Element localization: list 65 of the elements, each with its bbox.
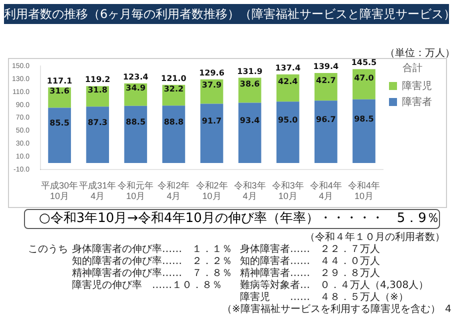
bar — [314, 73, 338, 101]
bar — [276, 102, 300, 163]
x-tick-label: 令和3年10月 — [272, 180, 304, 202]
total-label: 117.1 — [46, 76, 73, 86]
bar — [352, 99, 376, 163]
text: 知的障害者…… ４４．０万人 — [240, 254, 380, 268]
data-label: 37.9 — [202, 80, 222, 90]
text: （※障害福祉サービスを利用する障害児を含む） — [222, 302, 440, 316]
total-label: 145.5 — [351, 58, 378, 68]
x-tick-label: 令和3年4月 — [234, 180, 266, 202]
total-label: 131.9 — [237, 66, 263, 76]
bar — [238, 102, 262, 163]
x-tick-label: 令和4年10月 — [348, 180, 380, 202]
data-label: 88.8 — [164, 117, 184, 126]
total-label: 139.4 — [313, 62, 339, 72]
bar — [314, 100, 338, 163]
text: 知的障害者の伸び率…… ２．２％ — [72, 254, 232, 268]
data-label: 96.7 — [316, 114, 336, 124]
text: このうち — [28, 243, 68, 256]
x-tick-label: 令和元年10月 — [118, 180, 154, 202]
data-label: 32.2 — [164, 84, 184, 94]
total-label: 129.6 — [199, 68, 225, 78]
x-tick-label: 令和2年10月 — [196, 180, 228, 202]
total-label: 121.0 — [161, 74, 187, 83]
data-label: 98.5 — [354, 114, 374, 124]
x-tick-label: 令和2年4月 — [158, 180, 190, 202]
x-tick-label: 平成31年4月 — [79, 180, 116, 202]
data-label: 95.0 — [278, 115, 298, 124]
text: （令和４年１０月の利用者数） — [305, 230, 445, 244]
total-label: 137.4 — [275, 63, 301, 72]
x-tick-label: 平成30年10月 — [41, 180, 78, 202]
chart-title: 利用者数の推移（6ヶ月毎の利用者数推移）（障害福祉サービスと障害児サービス） — [4, 6, 453, 23]
text: 精神障害者の伸び率…… ７．８％ — [72, 266, 232, 280]
text: （単位：万人） — [385, 47, 453, 60]
data-label: 93.4 — [240, 116, 260, 125]
data-label: 47.0 — [354, 73, 374, 82]
data-label: 85.5 — [50, 118, 70, 128]
total-label: 123.4 — [122, 72, 149, 82]
text: 障害児 …… ４８．５万人（※） — [240, 290, 408, 304]
bar — [200, 104, 224, 163]
total-label: 119.2 — [84, 75, 110, 84]
text: 難病等対象者… ０．４万人（4,308人） — [240, 278, 429, 292]
x-tick-label: 令和4年4月 — [310, 180, 342, 202]
legend-label: 障害者 — [402, 96, 432, 108]
text: 精神障害者…… ２９．８万人 — [240, 266, 380, 280]
bar — [162, 106, 186, 163]
bar — [124, 106, 148, 163]
data-label: 42.7 — [316, 76, 336, 85]
bar — [86, 106, 110, 163]
data-label: 31.6 — [50, 86, 70, 96]
text: 障害児の伸び率 ……１０．８％ — [72, 278, 222, 292]
data-label: 91.7 — [202, 116, 222, 126]
data-label: 88.5 — [126, 117, 146, 126]
text: 身体障害者の伸び率…… １．１％ — [72, 242, 232, 256]
data-label: 38.6 — [240, 79, 260, 88]
legend-label: 障害児 — [402, 80, 432, 92]
text: ○令和3年10月→令和4年10月の伸び率（年率）・・・・・ 5．9％ — [24, 209, 440, 229]
bar — [48, 108, 71, 163]
data-label: 87.3 — [88, 118, 108, 127]
data-label: 31.8 — [88, 85, 108, 94]
text: 4 — [445, 304, 452, 315]
text: 身体障害者…… ２２．７万人 — [240, 242, 380, 256]
data-label: 42.4 — [278, 77, 298, 86]
bar — [352, 69, 376, 100]
data-label: 34.9 — [126, 84, 146, 93]
